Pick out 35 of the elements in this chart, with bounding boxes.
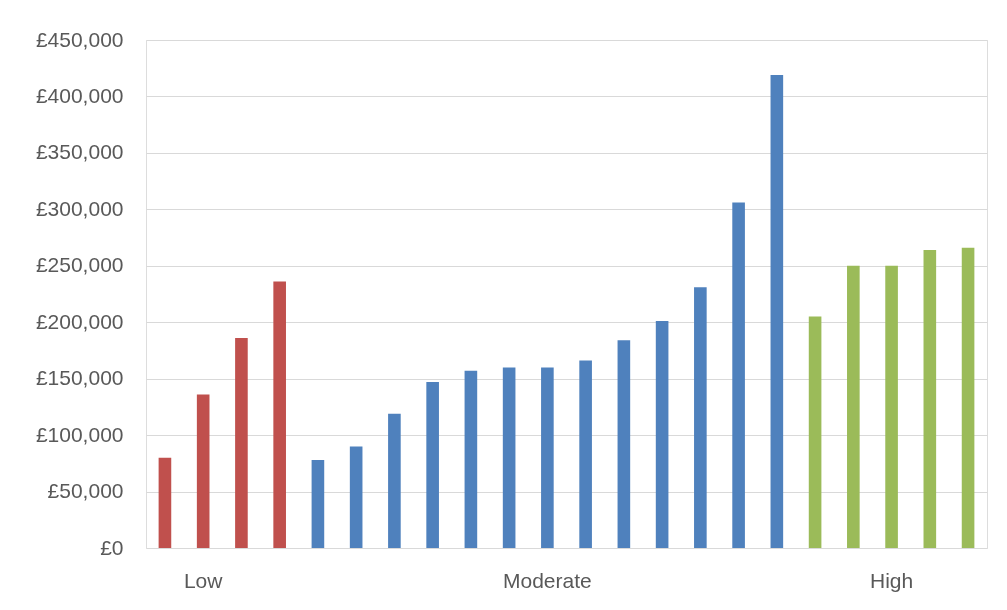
y-tick-label: £250,000 — [35, 253, 124, 277]
bar — [885, 265, 898, 548]
bar — [732, 202, 745, 548]
y-tick-label: £400,000 — [35, 83, 124, 107]
bar — [579, 360, 592, 548]
bar — [961, 247, 975, 548]
bar — [196, 394, 210, 548]
bar — [923, 249, 937, 548]
y-tick-label: £100,000 — [35, 422, 124, 446]
bar — [617, 340, 631, 548]
x-tick-label: Low — [183, 568, 224, 592]
bar — [464, 370, 478, 548]
bar — [311, 459, 325, 548]
bar — [502, 367, 516, 548]
bar — [694, 287, 707, 548]
bar — [426, 382, 439, 548]
y-tick-label: £350,000 — [35, 140, 124, 164]
y-tick-label: £450,000 — [35, 27, 124, 51]
bar — [273, 281, 286, 548]
x-tick-label: High — [869, 568, 914, 592]
bar — [770, 75, 784, 548]
bar — [655, 321, 669, 548]
y-tick-label: £0 — [100, 535, 124, 559]
bar — [235, 338, 248, 548]
y-tick-label: £300,000 — [35, 196, 124, 220]
bar — [847, 265, 860, 548]
y-tick-label: £200,000 — [35, 309, 124, 333]
bar — [541, 367, 554, 548]
bar — [349, 446, 363, 548]
x-tick-label: Moderate — [503, 568, 592, 592]
bar — [388, 413, 401, 548]
bar — [158, 457, 172, 548]
bar — [808, 316, 822, 548]
y-tick-label: £150,000 — [35, 366, 124, 390]
y-tick-label: £50,000 — [47, 479, 124, 503]
